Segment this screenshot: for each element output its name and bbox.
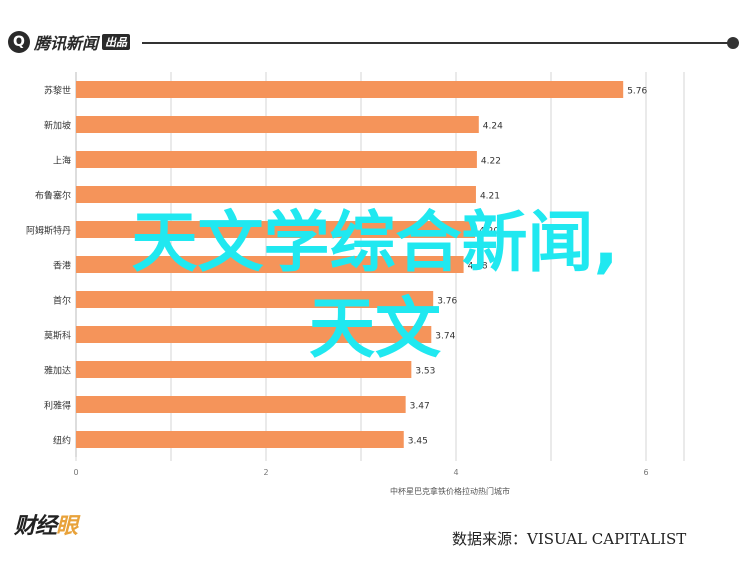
data-label: 3.53 xyxy=(415,367,435,377)
data-label: 3.47 xyxy=(410,402,430,412)
category-label: 苏黎世 xyxy=(44,85,71,97)
bar xyxy=(76,256,464,273)
x-axis-label: 中杯星巴克拿铁价格拉动热门城市 xyxy=(390,486,510,496)
data-label: 4.24 xyxy=(483,122,503,132)
category-label: 利雅得 xyxy=(44,400,71,412)
data-label: 4.21 xyxy=(480,192,500,202)
x-tick-label: 6 xyxy=(643,468,648,477)
category-label: 纽约 xyxy=(53,435,71,447)
bar xyxy=(76,81,624,98)
data-label: 3.45 xyxy=(408,437,428,447)
category-label: 新加坡 xyxy=(44,120,71,132)
category-label: 首尔 xyxy=(53,295,71,307)
data-label: 5.76 xyxy=(627,87,647,97)
footer-logo-text: 财经 xyxy=(14,514,57,539)
x-tick-label: 4 xyxy=(453,468,458,477)
bar xyxy=(76,361,412,378)
data-source: 数据来源：VISUAL CAPITALIST xyxy=(452,530,687,548)
footer-logo-suffix: 眼 xyxy=(56,514,78,539)
logo-sub: 出品 xyxy=(102,34,131,50)
bar xyxy=(76,151,477,168)
data-label: 4.22 xyxy=(481,157,501,167)
data-label: 3.74 xyxy=(435,332,455,342)
category-label: 布鲁塞尔 xyxy=(35,190,71,202)
data-label: 4.20 xyxy=(479,227,499,237)
x-tick-label: 0 xyxy=(73,468,78,477)
logo-text: 腾讯新闻 xyxy=(34,34,99,53)
category-label: 香港 xyxy=(53,260,71,272)
header-dot-icon xyxy=(727,37,739,49)
bar xyxy=(76,291,434,308)
bar xyxy=(76,221,475,238)
data-label: 3.76 xyxy=(437,297,457,307)
category-label: 阿姆斯特丹 xyxy=(26,225,71,237)
logo-mark-icon: Q xyxy=(8,31,30,53)
bar xyxy=(76,326,432,343)
bar xyxy=(76,186,476,203)
category-label: 莫斯科 xyxy=(44,330,71,342)
category-label: 上海 xyxy=(53,155,71,167)
bar xyxy=(76,116,479,133)
x-tick-label: 2 xyxy=(263,468,268,477)
header-divider xyxy=(142,42,732,44)
tencent-news-logo: Q 腾讯新闻 出品 xyxy=(8,30,131,54)
header: Q 腾讯新闻 出品 xyxy=(0,0,750,80)
category-label: 雅加达 xyxy=(44,365,71,377)
data-label: 4.08 xyxy=(468,262,488,272)
bar-chart: 苏黎世 5.76 新加坡 4.24 上海 4.22 布鲁塞尔 4.21 阿姆斯特丹 4.20 香港 4… xyxy=(26,72,685,496)
bar xyxy=(76,396,406,413)
caijing-eye-logo: 财经眼 xyxy=(14,508,78,540)
bar xyxy=(76,431,404,448)
